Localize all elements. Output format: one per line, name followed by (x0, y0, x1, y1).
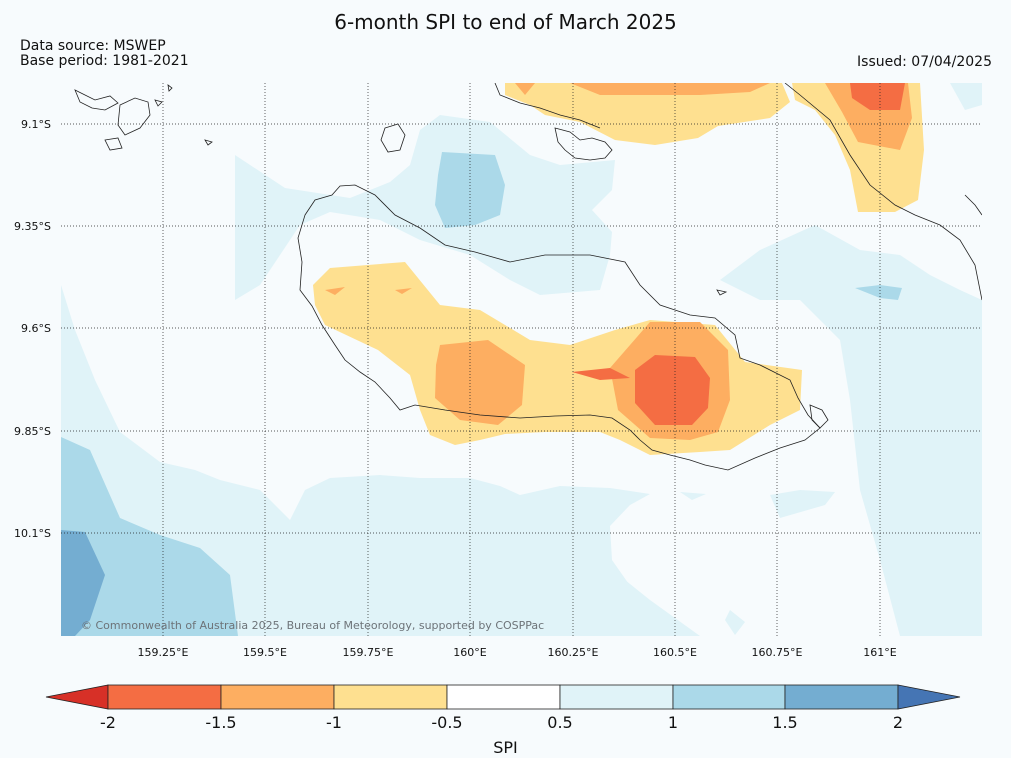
colorbar-segment (220, 684, 335, 710)
wet-patch-3 (770, 490, 835, 518)
dry-patch-1 (325, 287, 345, 295)
small-islet-2 (154, 99, 163, 107)
colorbar-title: SPI (493, 738, 518, 757)
dry-area-north-core (570, 83, 770, 95)
lon-tick-label: 161°E (863, 646, 896, 659)
spi-band-neg2-neg1.5 (572, 83, 905, 425)
dry-area-north (505, 83, 790, 145)
map-title: 6-month SPI to end of March 2025 (334, 10, 677, 34)
dry-patch-2 (395, 288, 412, 294)
eastern-islet (716, 289, 728, 296)
spi-map: 9.1°S 9.35°S 9.6°S 9.85°S 10.1°S 159.25°… (14, 83, 982, 659)
data-source-info: Data source: MSWEP Base period: 1981-202… (20, 39, 189, 69)
lon-tick-label: 160.75°E (752, 646, 803, 659)
dry-area-northeast-strong (850, 83, 905, 110)
issued-date: Issued: 07/04/2025 (857, 54, 992, 70)
colorbar-tick-label: 0.5 (547, 713, 572, 732)
lat-tick-label: 9.85°S (14, 425, 51, 438)
malaita-coastline (784, 83, 982, 301)
lon-tick-labels: 159.25°E 159.5°E 159.75°E 160°E 160.25°E… (138, 646, 897, 659)
colorbar-segment (446, 684, 561, 710)
spi-colorbar: -2 -1.5 -1 -0.5 0.5 1 1.5 2 (45, 684, 961, 732)
colorbar-tick-label: 1.5 (772, 713, 797, 732)
wet-patch-east (855, 285, 902, 300)
data-source-label: Data source: MSWEP (20, 38, 166, 54)
colorbar-tick-label: 1 (668, 713, 678, 732)
wet-patch-4 (680, 492, 706, 500)
lat-tick-labels: 9.1°S 9.35°S 9.6°S 9.85°S 10.1°S (14, 118, 51, 540)
spi-band-1.5-2 (61, 530, 105, 636)
northeast-coastline (964, 194, 982, 216)
lat-tick-label: 9.6°S (21, 322, 51, 335)
lon-tick-label: 159.75°E (343, 646, 394, 659)
colorbar-tick-label: -1 (326, 713, 342, 732)
lat-tick-label: 9.1°S (21, 118, 51, 131)
colorbar-extend-high (897, 684, 961, 710)
colorbar-segment (333, 684, 448, 710)
wet-area-central-north (435, 152, 505, 228)
dry-area-east-strong (635, 355, 710, 425)
northern-coastline (494, 83, 601, 129)
russell-islands-coastline (74, 89, 119, 111)
dry-patch-3 (515, 83, 535, 95)
guadalcanal-coastline (297, 184, 821, 471)
small-islet-1 (204, 139, 213, 146)
lon-tick-label: 159.5°E (243, 646, 287, 659)
colorbar-tick-label: -1.5 (205, 713, 236, 732)
gridlines (61, 83, 982, 636)
wet-area-southwest-core (61, 530, 105, 636)
lon-tick-label: 160.5°E (653, 646, 697, 659)
wet-area-southwest-strong (61, 437, 238, 636)
lon-tick-label: 160.25°E (548, 646, 599, 659)
colorbar-tick-label: -0.5 (431, 713, 462, 732)
colorbar-extend-low (45, 684, 109, 710)
spi-band-1-1.5 (61, 152, 902, 636)
wet-area-south (230, 540, 700, 636)
colorbar-segment (672, 684, 786, 710)
lon-tick-label: 160°E (453, 646, 486, 659)
base-period-label: Base period: 1981-2021 (20, 53, 189, 69)
wet-patch-1 (320, 570, 342, 590)
colorbar-segments (45, 684, 961, 710)
cape-islets (809, 404, 829, 429)
small-islet-3 (167, 84, 173, 92)
colorbar-segment (559, 684, 674, 710)
dry-area-west-core (435, 340, 525, 425)
lat-tick-label: 10.1°S (14, 527, 51, 540)
copyright-notice: © Commonwealth of Australia 2025, Bureau… (81, 619, 545, 632)
coastlines (74, 83, 982, 471)
lon-tick-label: 159.25°E (138, 646, 189, 659)
colorbar-segment (784, 684, 899, 710)
wet-patch-2 (725, 610, 745, 635)
russell-islands-coastline-2 (117, 97, 151, 136)
dry-patch-4 (572, 368, 630, 380)
russell-islands-coastline-3 (104, 137, 123, 151)
wet-area-northeast (950, 83, 982, 110)
spi-contours (61, 83, 982, 636)
colorbar-tick-label: -2 (100, 713, 116, 732)
wet-area-north (235, 115, 615, 300)
florida-islands-coastline (554, 127, 613, 161)
colorbar-tick-labels: -2 -1.5 -1 -0.5 0.5 1 1.5 2 (100, 713, 903, 732)
colorbar-tick-label: 2 (893, 713, 903, 732)
colorbar-segment (107, 684, 222, 710)
lat-tick-label: 9.35°S (14, 220, 51, 233)
